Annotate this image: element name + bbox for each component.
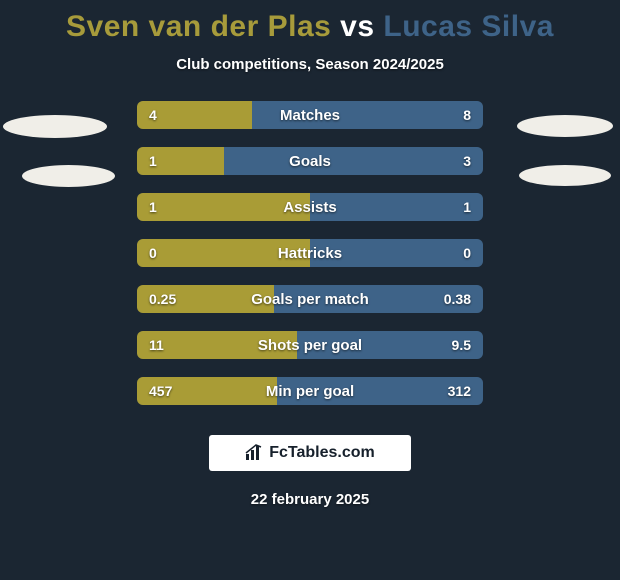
avatar-placeholder	[3, 115, 107, 138]
bar-right-fill	[310, 239, 483, 267]
bar-left-fill	[137, 101, 252, 129]
comparison-title: Sven van der Plas vs Lucas Silva	[0, 0, 620, 44]
avatar-placeholder	[519, 165, 611, 186]
bar-left-fill	[137, 193, 310, 221]
bar-left-fill	[137, 239, 310, 267]
bar-left-fill	[137, 377, 277, 405]
bar-chart-icon	[245, 444, 265, 462]
bar-right-fill	[310, 193, 483, 221]
brand-text: FcTables.com	[269, 444, 375, 462]
date-label: 22 february 2025	[0, 491, 620, 508]
avatar-placeholder	[517, 115, 613, 137]
comparison-bars: Matches48 Goals13 Assists11 Hattricks00 Goal…	[137, 101, 483, 423]
bar-right-fill	[297, 331, 483, 359]
player-right-avatars	[510, 101, 620, 186]
brand-badge: FcTables.com	[209, 435, 411, 471]
bar-left-fill	[137, 331, 297, 359]
stat-row: Hattricks00	[137, 239, 483, 267]
stat-row: Goals per match0.250.38	[137, 285, 483, 313]
stat-row: Matches48	[137, 101, 483, 129]
bar-right-fill	[252, 101, 483, 129]
bar-right-fill	[224, 147, 484, 175]
stat-row: Assists11	[137, 193, 483, 221]
bar-right-fill	[274, 285, 483, 313]
bar-right-fill	[277, 377, 483, 405]
stat-row: Min per goal457312	[137, 377, 483, 405]
comparison-chart: Matches48 Goals13 Assists11 Hattricks00 Goal…	[0, 101, 620, 421]
avatar-placeholder	[22, 165, 115, 187]
bar-left-fill	[137, 147, 224, 175]
player-left-name: Sven van der Plas	[66, 10, 331, 43]
title-vs: vs	[331, 10, 383, 43]
bar-left-fill	[137, 285, 274, 313]
subtitle: Club competitions, Season 2024/2025	[0, 56, 620, 73]
player-right-name: Lucas Silva	[383, 10, 554, 43]
stat-row: Goals13	[137, 147, 483, 175]
player-left-avatars	[0, 101, 110, 187]
stat-row: Shots per goal119.5	[137, 331, 483, 359]
